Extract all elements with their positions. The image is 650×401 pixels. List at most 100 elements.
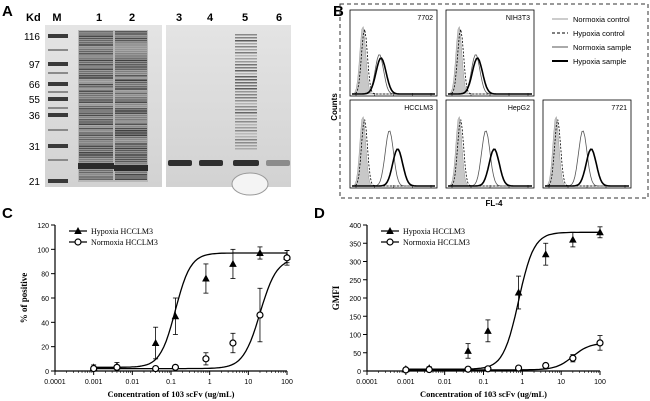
y-tick-label: 300 xyxy=(349,260,361,267)
gel-lane-labels: M 1 2 3 4 5 6 xyxy=(52,12,282,24)
gel-marker-band xyxy=(48,144,68,148)
gel-band xyxy=(79,178,113,180)
x-tick-label: 0.0001 xyxy=(44,379,66,386)
gel-band xyxy=(115,61,147,64)
flow-panel: 7702 xyxy=(349,9,438,97)
y-tick-label: 350 xyxy=(349,241,361,248)
gel-band xyxy=(115,132,147,134)
x-tick-label: 1 xyxy=(520,379,524,386)
gel-lane-label: 5 xyxy=(242,12,248,24)
gel-kd-label: Kd xyxy=(26,12,41,24)
point-normoxia xyxy=(152,364,160,373)
gel-band xyxy=(235,133,257,135)
gel-band xyxy=(115,154,147,156)
x-tick-label: 1 xyxy=(208,379,212,386)
flow-x-label: FL-4 xyxy=(486,199,503,208)
gel-band xyxy=(79,149,113,152)
legend-marker-normoxia xyxy=(74,238,82,246)
gel-band xyxy=(79,35,113,37)
gel-band xyxy=(79,39,113,42)
flow-panel: HCCLM3 xyxy=(349,99,438,189)
gel-band xyxy=(115,103,147,106)
x-tick-label: 100 xyxy=(281,379,293,386)
gel-band xyxy=(79,37,113,40)
gel-band xyxy=(79,68,113,70)
gel-band xyxy=(235,82,257,84)
gel-band xyxy=(79,147,113,150)
legend-marker-normoxia xyxy=(386,238,394,246)
gel-marker-label: 97 xyxy=(29,60,41,71)
gel-band xyxy=(115,79,147,81)
x-tick-label: 0.001 xyxy=(85,379,103,386)
gel-band xyxy=(79,132,113,134)
gel-band xyxy=(79,97,113,99)
gel-band xyxy=(79,70,113,73)
gel-band xyxy=(235,130,257,132)
gel-band xyxy=(79,92,113,95)
gel-band xyxy=(115,160,147,163)
fit-curve-normoxia xyxy=(405,343,601,371)
gel-band xyxy=(115,37,147,40)
gel-band xyxy=(79,123,113,125)
y-tick-label: 150 xyxy=(349,314,361,321)
gel-band xyxy=(79,105,113,108)
gel-lane-label: 3 xyxy=(176,12,182,24)
y-tick-label: 80 xyxy=(41,272,49,279)
y-tick-label: 100 xyxy=(37,247,49,254)
gel-band xyxy=(79,83,113,86)
gel-marker-label: 31 xyxy=(29,142,41,153)
gel-band xyxy=(115,90,147,92)
gel-band xyxy=(115,86,147,88)
gel-band xyxy=(79,66,113,68)
x-tick-label: 0.1 xyxy=(166,379,176,386)
gel-band xyxy=(115,112,147,114)
flow-cell-label: HepG2 xyxy=(508,105,530,112)
gel-band xyxy=(79,158,113,161)
y-tick-label: 50 xyxy=(353,351,361,358)
gel-band xyxy=(115,171,147,174)
point-hypoxia xyxy=(541,250,550,258)
point-normoxia xyxy=(256,311,264,319)
gel-band xyxy=(115,110,147,112)
flow-legend-label: Hypoxia control xyxy=(573,29,625,38)
gel-band xyxy=(79,138,113,141)
gel-lane-label: 4 xyxy=(207,12,214,24)
gel-band xyxy=(115,59,147,62)
gel-band xyxy=(115,121,147,123)
point-normoxia xyxy=(113,363,121,371)
gel-band xyxy=(79,42,113,44)
gel-band xyxy=(115,99,147,101)
point-hypoxia xyxy=(464,346,472,354)
gel-band xyxy=(79,50,113,53)
flow-panel: HepG2 xyxy=(445,99,535,189)
y-tick-label: 0 xyxy=(357,369,361,376)
y-tick-label: 20 xyxy=(41,345,49,352)
gel-band xyxy=(115,152,147,154)
point-normoxia xyxy=(514,364,523,372)
gel-band xyxy=(79,119,113,121)
gel-band xyxy=(115,97,147,99)
y-tick-label: 0 xyxy=(45,369,49,376)
gel-band xyxy=(235,100,257,102)
x-tick-label: 0.01 xyxy=(126,379,140,386)
gel-band xyxy=(115,174,147,176)
gel-band xyxy=(115,143,147,145)
gel-band xyxy=(79,169,113,172)
point-normoxia xyxy=(283,254,291,262)
gel-band xyxy=(115,127,147,130)
gel-marker-band xyxy=(48,91,68,93)
y-tick-label: 400 xyxy=(349,223,361,230)
gel-band xyxy=(235,91,257,93)
gel-band xyxy=(79,125,113,128)
x-tick-label: 0.01 xyxy=(438,379,452,386)
gel-band xyxy=(115,55,147,57)
legend-label: Hypoxia HCCLM3 xyxy=(403,227,465,236)
gel-band xyxy=(79,53,113,55)
gel-band xyxy=(79,141,113,143)
gel-band xyxy=(79,174,113,176)
gel-band xyxy=(79,130,113,132)
gel-band xyxy=(79,33,113,35)
flow-hypoxia-sample xyxy=(352,57,435,95)
gel-band xyxy=(79,94,113,97)
point-normoxia xyxy=(484,365,492,373)
